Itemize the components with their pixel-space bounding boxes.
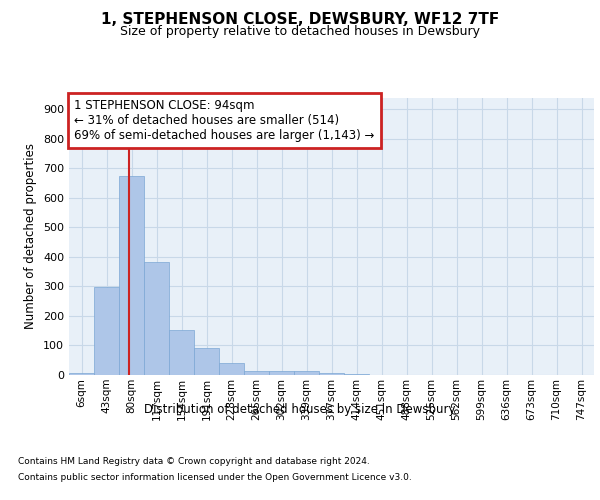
Text: 1 STEPHENSON CLOSE: 94sqm
← 31% of detached houses are smaller (514)
69% of semi: 1 STEPHENSON CLOSE: 94sqm ← 31% of detac… (74, 99, 374, 142)
Text: Contains HM Land Registry data © Crown copyright and database right 2024.: Contains HM Land Registry data © Crown c… (18, 458, 370, 466)
Bar (244, 370, 269, 375)
Bar (319, 372, 344, 375)
Text: Distribution of detached houses by size in Dewsbury: Distribution of detached houses by size … (144, 402, 456, 415)
Text: Contains public sector information licensed under the Open Government Licence v3: Contains public sector information licen… (18, 472, 412, 482)
Y-axis label: Number of detached properties: Number of detached properties (25, 143, 37, 329)
Bar (119, 176, 144, 375)
Bar (169, 330, 194, 375)
Bar (69, 372, 94, 375)
Bar (194, 348, 219, 375)
Bar (269, 370, 294, 375)
Text: Size of property relative to detached houses in Dewsbury: Size of property relative to detached ho… (120, 25, 480, 38)
Text: 1, STEPHENSON CLOSE, DEWSBURY, WF12 7TF: 1, STEPHENSON CLOSE, DEWSBURY, WF12 7TF (101, 12, 499, 28)
Bar (344, 374, 369, 375)
Bar (94, 288, 119, 375)
Bar (294, 372, 319, 375)
Bar (219, 363, 244, 375)
Bar (144, 262, 169, 375)
